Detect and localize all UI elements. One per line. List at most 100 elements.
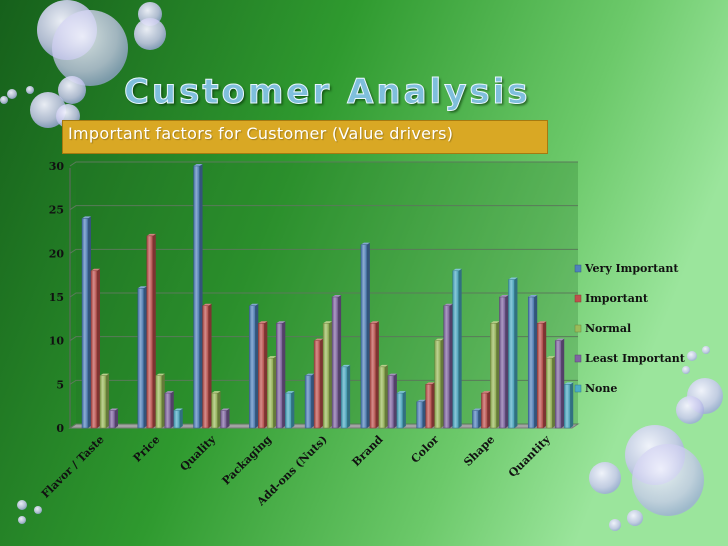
bar-side [311, 373, 315, 428]
bar-important [146, 235, 154, 429]
subtitle-box [62, 120, 548, 154]
x-tick-label: Quality [178, 433, 219, 474]
bar-top [137, 286, 147, 289]
bar-least-important [499, 296, 506, 429]
bar-side [170, 391, 174, 428]
bar-top [249, 303, 259, 306]
bar-side [115, 408, 118, 428]
legend-swatch [574, 324, 582, 333]
bar-top [555, 338, 565, 341]
bar-top [360, 242, 370, 245]
bar-side [88, 216, 91, 428]
bar-top [341, 364, 351, 367]
bar-side [161, 373, 165, 428]
bar-top [173, 408, 183, 411]
bar-very-important [416, 401, 423, 429]
x-tick-label: Packaging [220, 433, 275, 488]
bar-top [387, 373, 397, 376]
bar-least-important [108, 410, 116, 429]
gridline [69, 248, 578, 254]
bar-side [329, 321, 333, 428]
bar-top [378, 364, 388, 367]
bar-very-important [137, 288, 145, 429]
bar-normal [99, 375, 107, 429]
bar-top [434, 338, 444, 341]
legend-swatch [574, 294, 582, 303]
bar-very-important [360, 244, 368, 429]
bar-top [285, 391, 295, 394]
bar-least-important [331, 296, 339, 429]
bar-side [570, 382, 574, 428]
slide-title: Customer Analysis [124, 72, 531, 113]
gridline [69, 423, 578, 429]
x-tick-label: Brand [350, 433, 386, 469]
legend-label: None [585, 382, 617, 395]
bar-top [220, 408, 230, 411]
bar-side [347, 364, 351, 428]
gridline [69, 292, 578, 298]
bar-side [543, 321, 547, 428]
legend-label: Very Important [584, 262, 679, 275]
bar-side [143, 286, 147, 428]
bar-least-important [554, 340, 562, 429]
x-tick-label: Price [131, 433, 163, 465]
y-tick-label: 5 [56, 378, 64, 391]
bar-very-important [81, 218, 89, 429]
bar-least-important [220, 410, 227, 429]
bar-top [323, 321, 333, 324]
bar-side [505, 295, 509, 428]
bar-side [402, 391, 406, 428]
bar-top [211, 391, 221, 394]
bar-side [179, 408, 183, 428]
bar-none [340, 366, 348, 429]
gridline [69, 336, 578, 342]
bar-top [508, 277, 518, 280]
slide-subtitle: Important factors for Customer (Value dr… [68, 124, 454, 143]
bar-side [320, 338, 324, 428]
bar-very-important [304, 375, 312, 429]
bar-none [452, 270, 459, 429]
bar-side [534, 295, 538, 428]
bar-normal [490, 322, 497, 429]
bar-top [452, 268, 462, 271]
bar-top [100, 373, 109, 376]
x-tick-label: Quantity [506, 432, 553, 479]
bar-top [155, 373, 165, 376]
gridline [69, 205, 578, 211]
bar-important [536, 322, 544, 429]
bar-top [91, 268, 100, 271]
bar-top [193, 164, 203, 166]
bar-side [152, 233, 156, 428]
bar-top [314, 338, 324, 341]
bar-top [369, 321, 379, 324]
bar-side [561, 338, 565, 428]
bar-side [375, 321, 379, 428]
legend-label: Important [585, 292, 649, 305]
bar-top [546, 356, 556, 359]
bar-side [552, 356, 556, 428]
bar-side [478, 408, 482, 428]
bar-least-important [387, 375, 395, 429]
y-tick-label: 10 [49, 335, 65, 348]
gridline [69, 379, 578, 385]
bar-side [106, 373, 109, 428]
bar-top [481, 391, 491, 394]
bar-none [396, 392, 404, 429]
bar-important [202, 305, 209, 429]
bar-important [313, 340, 321, 429]
bar-top [202, 303, 212, 306]
y-tick-label: 15 [49, 291, 64, 304]
y-tick-label: 20 [49, 247, 65, 260]
bar-none [563, 384, 571, 429]
bar-top [472, 408, 482, 411]
bar-least-important [276, 322, 283, 429]
bar-important [369, 322, 377, 429]
bar-least-important [443, 305, 450, 429]
bar-top [258, 321, 268, 324]
bar-side [384, 364, 388, 428]
legend-swatch [574, 264, 582, 273]
bar-normal [378, 366, 386, 429]
bar-top [443, 303, 453, 306]
